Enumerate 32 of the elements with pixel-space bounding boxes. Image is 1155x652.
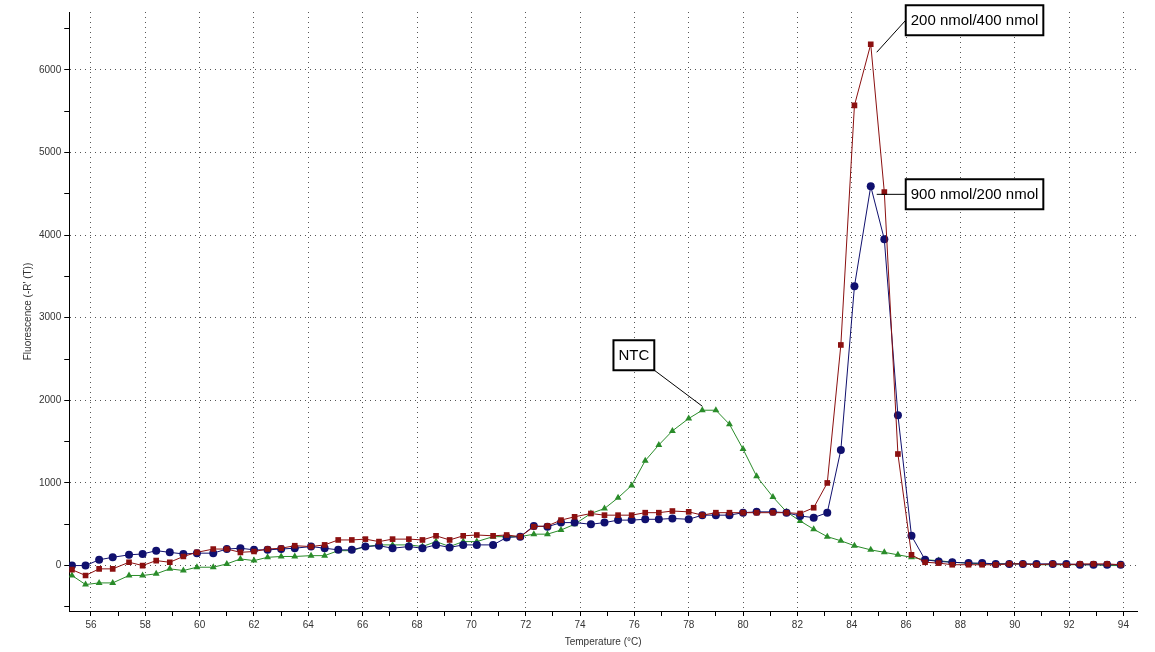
x-tick-label: 60 <box>194 618 206 630</box>
x-tick-label: 72 <box>520 618 532 630</box>
text: 900 nmol/200 nmol <box>910 185 1039 203</box>
x-tick-label: 64 <box>302 618 315 630</box>
x-tick-label: 94 <box>1117 618 1130 630</box>
x-tick-label: 76 <box>628 618 641 630</box>
x-tick-label: 86 <box>900 618 913 630</box>
text: 200 nmol/400 nmol <box>910 11 1039 29</box>
x-tick-label: 80 <box>737 618 750 630</box>
x-tick-label: 82 <box>791 618 804 630</box>
x-tick-label: 84 <box>846 618 858 630</box>
x-axis-title: Temperature (°C) <box>564 635 642 647</box>
x-tick-label: 56 <box>85 618 97 630</box>
y-tick-label: 6000 <box>39 63 62 75</box>
text: NTC <box>618 346 650 364</box>
x-tick-label: 78 <box>683 618 695 630</box>
y-tick-label: 4000 <box>39 228 62 240</box>
x-tick-label: 74 <box>574 618 587 630</box>
x-tick-label: 62 <box>248 618 260 630</box>
x-tick-label: 70 <box>465 618 478 630</box>
x-tick-label: 68 <box>411 618 424 630</box>
x-tick-label: 58 <box>139 618 152 630</box>
y-tick-label: 1000 <box>39 476 62 488</box>
y-axis-title: Fluorescence (-R' (T)) <box>21 262 33 361</box>
y-tick-label: 5000 <box>39 146 62 158</box>
y-tick-label: 0 <box>55 559 62 571</box>
y-tick-label: 2000 <box>39 394 62 406</box>
x-tick-label: 90 <box>1009 618 1021 630</box>
x-tick-label: 66 <box>357 618 369 630</box>
x-tick-label: 92 <box>1063 618 1076 630</box>
y-tick-label: 3000 <box>39 311 62 323</box>
x-tick-label: 88 <box>954 618 967 630</box>
